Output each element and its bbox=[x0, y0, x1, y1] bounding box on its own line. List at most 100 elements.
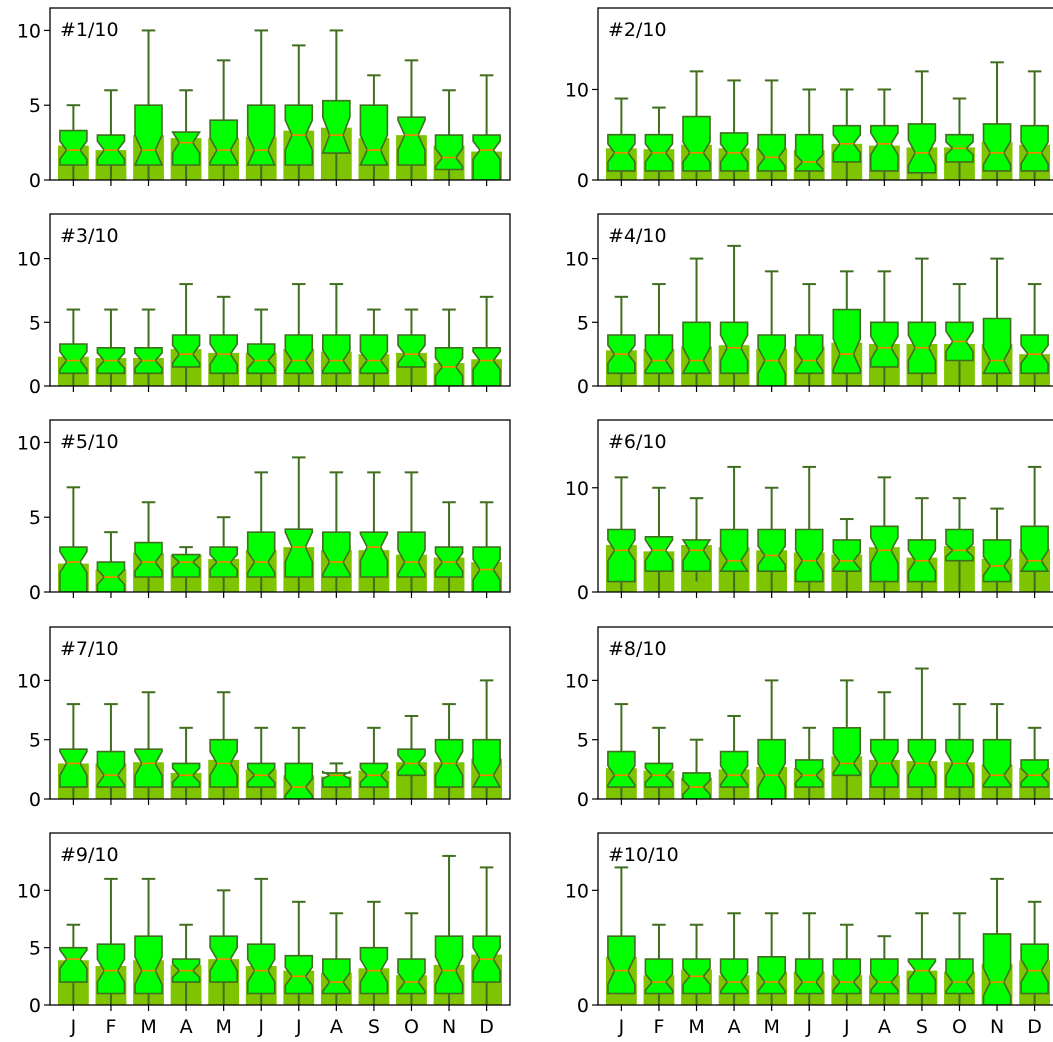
notched-box bbox=[246, 343, 276, 375]
y-tick-label: 10 bbox=[17, 670, 41, 692]
notched-box bbox=[59, 343, 88, 375]
notched-box bbox=[794, 528, 824, 583]
notched-box bbox=[607, 528, 636, 583]
y-tick-label: 10 bbox=[565, 249, 589, 271]
x-tick-label: M bbox=[688, 1016, 704, 1038]
y-tick-label: 5 bbox=[29, 730, 41, 752]
y-tick-label: 0 bbox=[29, 582, 41, 604]
notched-box bbox=[945, 528, 974, 562]
panel-title: #1/10 bbox=[60, 19, 119, 41]
y-tick-label: 5 bbox=[577, 730, 589, 752]
panel-6: #6/10 0 10 bbox=[565, 419, 1053, 604]
notched-box bbox=[681, 321, 712, 375]
panel-4: #4/10 0 5 10 bbox=[565, 213, 1053, 398]
panel-title: #4/10 bbox=[608, 225, 667, 247]
y-tick-label: 10 bbox=[17, 249, 41, 271]
y-tick-label: 0 bbox=[29, 376, 41, 398]
x-tick-label: M bbox=[140, 1016, 156, 1038]
notched-box bbox=[284, 334, 314, 375]
notched-box bbox=[321, 770, 351, 788]
plot-area-1 bbox=[57, 29, 503, 180]
x-tick-label: F bbox=[105, 1016, 116, 1038]
notched-box bbox=[719, 528, 750, 573]
notched-box bbox=[59, 748, 88, 788]
y-tick-label: 5 bbox=[29, 938, 41, 960]
notched-box bbox=[1020, 943, 1049, 995]
notched-box bbox=[434, 935, 464, 995]
axes-frame bbox=[597, 832, 1053, 1006]
y-tick-label: 0 bbox=[577, 995, 589, 1017]
y-tick-label: 0 bbox=[29, 170, 41, 192]
notched-box bbox=[682, 115, 711, 172]
notched-box bbox=[171, 131, 202, 166]
axes-frame bbox=[49, 626, 511, 800]
notched-box bbox=[982, 933, 1012, 1005]
notched-box bbox=[607, 750, 636, 788]
notched-box bbox=[607, 935, 636, 995]
axes-frame bbox=[597, 419, 1053, 593]
notched-box bbox=[134, 541, 163, 578]
notched-box bbox=[982, 123, 1012, 172]
axes-frame bbox=[49, 419, 511, 593]
panel-5: #5/10 0 5 10 bbox=[17, 419, 511, 604]
notched-box bbox=[284, 762, 314, 799]
axes-frame bbox=[49, 7, 511, 181]
notched-box bbox=[982, 738, 1012, 788]
y-tick-label: 0 bbox=[577, 376, 589, 398]
panel-3: #3/10 0 5 10 bbox=[17, 213, 511, 398]
x-tick-label: J bbox=[295, 1016, 302, 1038]
notched-box bbox=[321, 334, 351, 375]
notched-box bbox=[794, 334, 824, 375]
x-tick-label: S bbox=[368, 1016, 380, 1038]
notched-box bbox=[757, 528, 787, 573]
axes-frame bbox=[597, 626, 1053, 800]
plot-area-5 bbox=[57, 456, 503, 592]
x-tick-label: O bbox=[952, 1016, 967, 1038]
y-tick-label: 0 bbox=[577, 789, 589, 811]
y-tick-label: 10 bbox=[565, 478, 589, 500]
notched-box bbox=[719, 132, 749, 172]
notched-box bbox=[644, 334, 674, 375]
x-tick-label: F bbox=[653, 1016, 664, 1038]
notched-box bbox=[171, 334, 201, 368]
y-tick-label: 0 bbox=[29, 995, 41, 1017]
notched-box bbox=[134, 748, 163, 788]
notched-box bbox=[284, 954, 314, 995]
plot-area-8 bbox=[605, 667, 1051, 799]
plot-area-2 bbox=[605, 61, 1051, 180]
notched-box bbox=[719, 750, 749, 788]
notched-box bbox=[284, 528, 314, 578]
y-tick-label: 10 bbox=[565, 79, 589, 101]
y-tick-label: 10 bbox=[17, 20, 41, 42]
notched-box bbox=[397, 334, 426, 368]
notched-box bbox=[397, 748, 426, 777]
x-tick-label: A bbox=[728, 1016, 741, 1038]
y-tick-label: 5 bbox=[29, 507, 41, 529]
notched-box bbox=[209, 119, 238, 166]
plot-area-6 bbox=[605, 465, 1051, 592]
panel-title: #3/10 bbox=[60, 225, 119, 247]
notched-box bbox=[681, 539, 712, 573]
x-tick-label: A bbox=[330, 1016, 343, 1038]
plot-area-7 bbox=[57, 679, 503, 799]
notched-box bbox=[982, 317, 1012, 375]
panel-title: #9/10 bbox=[60, 844, 119, 866]
notched-box bbox=[832, 958, 862, 995]
x-tick-label: J bbox=[70, 1016, 77, 1038]
notched-box bbox=[794, 759, 824, 788]
notched-box bbox=[59, 546, 88, 592]
x-tick-label: M bbox=[215, 1016, 231, 1038]
notched-box bbox=[794, 958, 824, 995]
notched-box bbox=[644, 535, 674, 573]
notched-box bbox=[471, 738, 502, 788]
x-tick-label: A bbox=[180, 1016, 193, 1038]
notched-box bbox=[397, 958, 426, 995]
notched-box bbox=[321, 99, 352, 154]
notched-box bbox=[134, 935, 163, 995]
x-tick-label: N bbox=[990, 1016, 1004, 1038]
notched-box bbox=[397, 116, 426, 166]
notched-box bbox=[246, 104, 276, 166]
notched-box bbox=[832, 726, 862, 777]
